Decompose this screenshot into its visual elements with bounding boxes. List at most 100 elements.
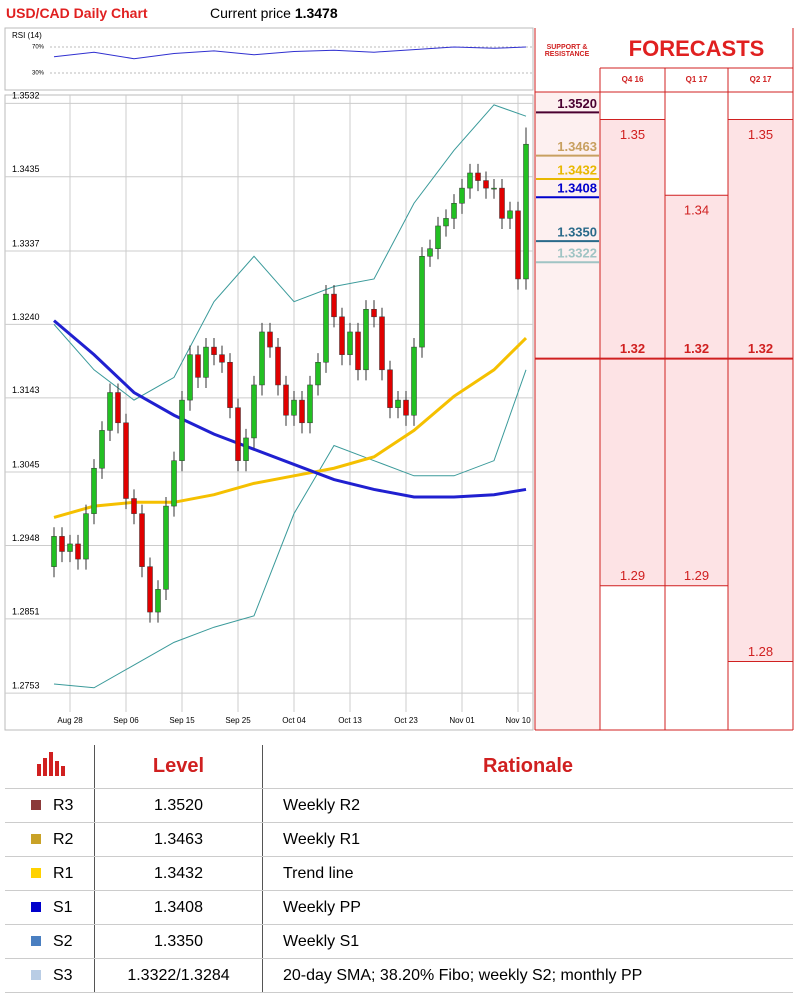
- level-label: 1.3408: [557, 181, 597, 196]
- candle-body: [99, 430, 105, 469]
- cell-text: 1.3408: [154, 898, 203, 916]
- rationale: 20-day SMA; 38.20% Fibo; weekly S2; mont…: [262, 958, 793, 993]
- level-name: R1: [5, 856, 95, 891]
- level-name: S3: [5, 958, 95, 993]
- candle-body: [403, 399, 409, 416]
- candle-body: [307, 384, 313, 424]
- cell-text: Trend line: [283, 864, 354, 882]
- x-tick-label: Sep 06: [113, 716, 139, 725]
- forecast-low: 1.28: [748, 644, 773, 659]
- forecast-high: 1.34: [684, 203, 709, 218]
- y-tick-label: 1.3532: [12, 91, 40, 101]
- candle-body: [219, 354, 225, 363]
- table-row: R3 1.3520 Weekly R2: [5, 788, 793, 823]
- candle-body: [443, 218, 449, 227]
- y-tick-label: 1.3435: [12, 164, 40, 174]
- price-label: Current price: [210, 5, 291, 21]
- candle-body: [491, 187, 497, 190]
- cell-text: 1.3463: [154, 830, 203, 848]
- level-value: 1.3520: [94, 788, 263, 823]
- level-swatch: [31, 867, 41, 878]
- cell-text: Weekly R1: [283, 830, 361, 848]
- forecast-high: 1.35: [748, 127, 773, 142]
- candle-body: [411, 346, 417, 416]
- rsi-tick-label: 30%: [32, 71, 45, 77]
- cell-text: 1.3520: [154, 796, 203, 814]
- level-name: S1: [5, 890, 95, 925]
- header-row: Level Rationale: [5, 745, 793, 789]
- x-tick-label: Nov 01: [449, 716, 475, 725]
- candle-body: [363, 308, 369, 371]
- x-tick-label: Sep 25: [225, 716, 251, 725]
- rationale: Weekly S1: [262, 924, 793, 959]
- table-row: R2 1.3463 Weekly R1: [5, 822, 793, 857]
- level-name: S2: [5, 924, 95, 959]
- candle-body: [179, 399, 185, 461]
- candle-body: [227, 361, 233, 408]
- forecast-range: [600, 119, 665, 586]
- cell-text: R2: [53, 830, 74, 848]
- candle-body: [75, 543, 81, 560]
- forecast-mid-label: 1.32: [620, 341, 645, 356]
- candle-body: [251, 384, 257, 439]
- candle-body: [235, 407, 241, 461]
- y-tick-label: 1.3240: [12, 312, 40, 322]
- level-name: R3: [5, 788, 95, 823]
- candle-body: [187, 354, 193, 401]
- price-line: Current price 1.3478: [210, 5, 338, 21]
- candle-body: [283, 384, 289, 416]
- level-label: 1.3463: [557, 139, 597, 154]
- column-header: Q2 17: [750, 75, 772, 84]
- overlay-line: [53, 369, 527, 689]
- level-swatch: [31, 935, 41, 946]
- candle-body: [515, 210, 521, 280]
- rationale: Weekly R2: [262, 788, 793, 823]
- level-label: 1.3350: [557, 225, 597, 240]
- candle-body: [67, 543, 73, 552]
- candle-body: [195, 354, 201, 378]
- candle-body: [51, 536, 57, 567]
- candle-body: [475, 172, 481, 181]
- y-tick-label: 1.2753: [12, 680, 40, 690]
- candle-body: [203, 346, 209, 378]
- candle-body: [339, 316, 345, 355]
- candle-body: [275, 346, 281, 386]
- cell-text: 20-day SMA; 38.20% Fibo; weekly S2; mont…: [283, 966, 643, 984]
- candle-body: [323, 293, 329, 363]
- rationale-header: Rationale: [262, 745, 793, 789]
- x-tick-label: Oct 23: [394, 716, 418, 725]
- price-frame: [4, 94, 534, 731]
- candle-body: [91, 467, 97, 514]
- levels-table: Level Rationale R3 1.3520 Weekly R2 R2 1.3463…: [5, 745, 793, 993]
- table-row: S3 1.3322/1.3284 20-day SMA; 38.20% Fibo; …: [5, 958, 793, 993]
- level-value: 1.3408: [94, 890, 263, 925]
- cell-text: 1.3322/1.3284: [127, 966, 230, 984]
- cell-text: R1: [53, 864, 74, 882]
- candle-body: [435, 225, 441, 249]
- forecasts-title: FORECASTS: [628, 36, 765, 61]
- level-value: 1.3463: [94, 822, 263, 857]
- rationale: Trend line: [262, 856, 793, 891]
- candle-body: [507, 210, 513, 219]
- level-name: R2: [5, 822, 95, 857]
- table-row: S2 1.3350 Weekly S1: [5, 924, 793, 959]
- level-label: 1.3432: [557, 162, 597, 177]
- candle-body: [347, 331, 353, 355]
- level-value: 1.3432: [94, 856, 263, 891]
- x-tick-label: Oct 04: [282, 716, 306, 725]
- x-tick-label: Nov 10: [505, 716, 531, 725]
- level-label: 1.3520: [557, 96, 597, 111]
- cell-text: R3: [53, 796, 74, 814]
- x-tick-label: Aug 28: [57, 716, 83, 725]
- sr-label: SUPPORT & RESISTANCE: [544, 44, 590, 58]
- icon: [36, 751, 65, 776]
- cell-text: S1: [53, 898, 73, 916]
- icon-cell: [5, 745, 95, 789]
- candle-body: [331, 293, 337, 318]
- candle-body: [131, 498, 137, 514]
- candle-body: [315, 361, 321, 386]
- candle-body: [427, 248, 433, 257]
- overlay-line: [53, 319, 527, 499]
- candle-body: [499, 187, 505, 219]
